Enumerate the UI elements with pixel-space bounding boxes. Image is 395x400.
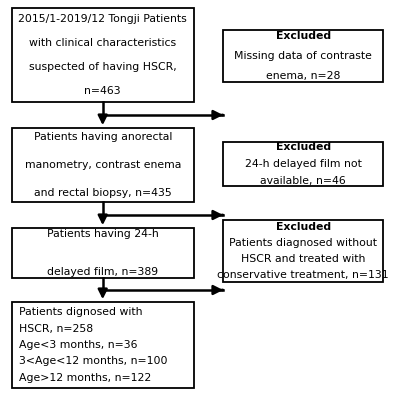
Text: 3<Age<12 months, n=100: 3<Age<12 months, n=100 [19,356,167,366]
Text: 24-h delayed film not: 24-h delayed film not [245,159,361,169]
Text: suspected of having HSCR,: suspected of having HSCR, [29,62,177,72]
FancyBboxPatch shape [12,8,194,102]
Text: HSCR and treated with: HSCR and treated with [241,254,365,264]
FancyBboxPatch shape [223,30,383,82]
FancyBboxPatch shape [12,228,194,278]
Text: Age>12 months, n=122: Age>12 months, n=122 [19,373,151,383]
Text: with clinical characteristics: with clinical characteristics [29,38,176,48]
Text: Missing data of contraste: Missing data of contraste [234,51,372,61]
Text: Excluded: Excluded [276,222,331,232]
Text: enema, n=28: enema, n=28 [266,71,340,81]
Text: delayed film, n=389: delayed film, n=389 [47,267,158,277]
Text: n=463: n=463 [85,86,121,96]
FancyBboxPatch shape [12,128,194,202]
Text: Patients having 24-h: Patients having 24-h [47,229,158,239]
Text: Patients having anorectal: Patients having anorectal [34,132,172,142]
FancyBboxPatch shape [223,142,383,186]
Text: conservative treatment, n=131: conservative treatment, n=131 [217,270,389,280]
Text: Patients diagnosed without: Patients diagnosed without [229,238,377,248]
Text: HSCR, n=258: HSCR, n=258 [19,324,93,334]
Text: manometry, contrast enema: manometry, contrast enema [24,160,181,170]
Text: and rectal biopsy, n=435: and rectal biopsy, n=435 [34,188,171,198]
Text: Patients dignosed with: Patients dignosed with [19,307,143,317]
Text: Excluded: Excluded [276,142,331,152]
FancyBboxPatch shape [223,220,383,282]
FancyBboxPatch shape [12,302,194,388]
Text: available, n=46: available, n=46 [260,176,346,186]
Text: 2015/1-2019/12 Tongji Patients: 2015/1-2019/12 Tongji Patients [18,14,187,24]
Text: Excluded: Excluded [276,31,331,41]
Text: Age<3 months, n=36: Age<3 months, n=36 [19,340,137,350]
